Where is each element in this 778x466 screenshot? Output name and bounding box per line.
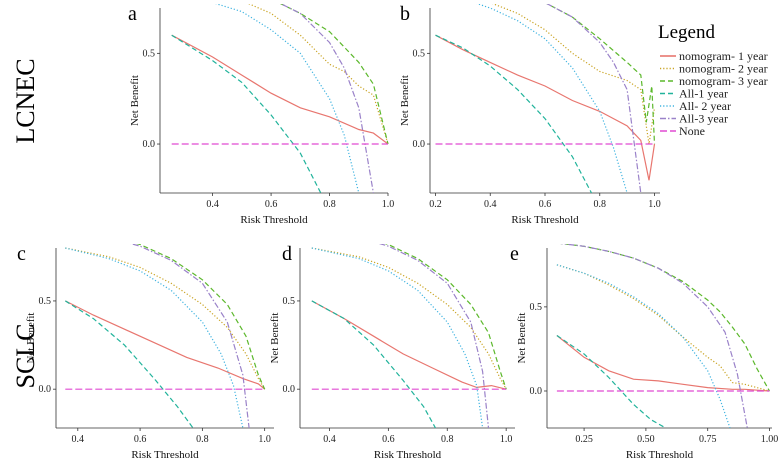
series-line-nomogram-1-year [65, 300, 266, 390]
x-tick-label: 0.4 [72, 434, 85, 445]
x-axis-title: Risk Threshold [374, 449, 442, 461]
y-tick-label: 0.5 [39, 296, 52, 307]
legend-title: Legend [658, 22, 715, 43]
panel-b: 0.2 0.4 0.6 0.8 1.0 0.0 0.5 Risk Threshold Net B… [399, 3, 661, 226]
panel-label-a: a [128, 3, 137, 25]
series-line-nomogram-2-year [65, 247, 266, 390]
x-tick-label: 0.8 [441, 434, 454, 445]
y-axis-title: Net Benefit [25, 312, 37, 363]
x-tick-label: 1.0 [382, 199, 395, 210]
series-line-nomogram-2-year [247, 4, 389, 145]
panel-a: 0.4 0.6 0.8 1.0 0.0 0.5 Risk Threshold Net Bene… [128, 3, 395, 226]
x-tick-label: 0.8 [196, 434, 209, 445]
y-tick-label: 0.0 [143, 139, 156, 150]
panel-c: 0.4 0.6 0.8 1.0 0.0 0.5 Risk Threshold Net Bene… [17, 243, 274, 461]
x-tick-label: 0.4 [323, 434, 336, 445]
y-tick-label: 0.0 [39, 384, 52, 395]
series-line-nomogram-1-year [171, 34, 389, 145]
y-tick-label: 0.5 [143, 48, 156, 59]
y-axis-title: Net Benefit [399, 75, 411, 126]
series-line-nomogram-1-year [556, 335, 770, 392]
series-line-all-2-year [556, 264, 731, 428]
x-tick-label: 0.6 [265, 199, 278, 210]
x-tick-label: 0.75 [699, 434, 717, 445]
x-tick-label: 1.0 [648, 199, 661, 210]
series-line-all-1-year [171, 34, 322, 193]
panel-label-b: b [400, 3, 410, 25]
x-axis-title: Risk Threshold [131, 449, 199, 461]
x-tick-label: 0.6 [539, 199, 552, 210]
x-tick-label: 0.50 [637, 434, 655, 445]
y-tick-label: 0.5 [530, 302, 543, 313]
y-axis-title: Net Benefit [516, 312, 528, 363]
y-tick-label: 0.0 [530, 386, 543, 397]
x-tick-label: 0.4 [484, 199, 497, 210]
x-tick-label: 0.25 [575, 434, 593, 445]
series-line-nomogram-2-year [311, 247, 507, 390]
series-line-all-3-year [378, 244, 490, 428]
series-line-nomogram-1-year [311, 300, 507, 390]
series-line-all-3-year [280, 4, 374, 193]
y-tick-label: 0.0 [413, 139, 426, 150]
legend-label-nomogram-1-year: nomogram- 1 year [679, 49, 768, 63]
series-line-nomogram-2-year [492, 4, 656, 145]
series-line-all-2-year [215, 4, 360, 193]
series-line-all-1-year [556, 335, 666, 428]
series-line-all-3-year [560, 244, 748, 428]
series-line-nomogram-3-year [546, 4, 656, 145]
row-label-sclc: SCLC [11, 323, 40, 388]
series-line-all-1-year [435, 34, 593, 193]
panel-d: 0.4 0.6 0.8 1.0 0.0 0.5 Risk Threshold Net Bene… [269, 243, 515, 461]
x-tick-label: 1.0 [500, 434, 513, 445]
legend-label-all-3-year: All-3 year [679, 112, 728, 126]
panel-label-c: c [17, 243, 26, 265]
series-line-all-2-year [476, 4, 628, 193]
series-line-nomogram-3-year [280, 4, 389, 145]
legend-label-all-1-year: All-1 year [679, 87, 728, 101]
panel-e: 0.25 0.50 0.75 1.00 0.0 0.5 Risk Threshold Net … [510, 243, 778, 461]
series-line-nomogram-3-year [384, 244, 507, 390]
legend-label-all-2-year: All- 2 year [679, 99, 731, 113]
legend-label-none: None [679, 124, 705, 138]
x-axis-title: Risk Threshold [240, 214, 308, 226]
series-line-nomogram-3-year [560, 244, 771, 392]
x-tick-label: 0.2 [429, 199, 442, 210]
x-axis-title: Risk Threshold [511, 214, 579, 226]
y-tick-label: 0.5 [283, 296, 296, 307]
x-tick-label: 0.4 [206, 199, 219, 210]
y-axis-title: Net Benefit [129, 75, 141, 126]
series-line-nomogram-3-year [136, 244, 266, 390]
series-line-all-1-year [311, 300, 437, 428]
series-line-all-2-year [65, 247, 244, 428]
x-tick-label: 1.00 [761, 434, 778, 445]
x-tick-label: 0.6 [382, 434, 395, 445]
legend-label-nomogram-3-year: nomogram- 3 year [679, 74, 768, 88]
series-line-all-3-year [130, 244, 250, 428]
panel-label-d: d [282, 243, 292, 265]
x-axis-title: Risk Threshold [626, 449, 694, 461]
series-line-nomogram-2-year [556, 264, 770, 392]
x-tick-label: 0.6 [134, 434, 147, 445]
panel-label-e: e [510, 243, 519, 265]
x-tick-label: 0.8 [594, 199, 607, 210]
y-axis-title: Net Benefit [269, 312, 281, 363]
x-tick-label: 0.8 [323, 199, 336, 210]
x-tick-label: 1.0 [258, 434, 271, 445]
legend-label-nomogram-2-year: nomogram- 2 year [679, 62, 768, 76]
series-line-all-2-year [311, 247, 484, 428]
y-tick-label: 0.0 [283, 384, 296, 395]
series-line-all-3-year [546, 4, 642, 193]
y-tick-label: 0.5 [413, 48, 426, 59]
series-line-all-1-year [64, 300, 194, 428]
series-line-nomogram-1-year [435, 34, 656, 181]
row-label-lcnec: LCNEC [11, 58, 40, 143]
